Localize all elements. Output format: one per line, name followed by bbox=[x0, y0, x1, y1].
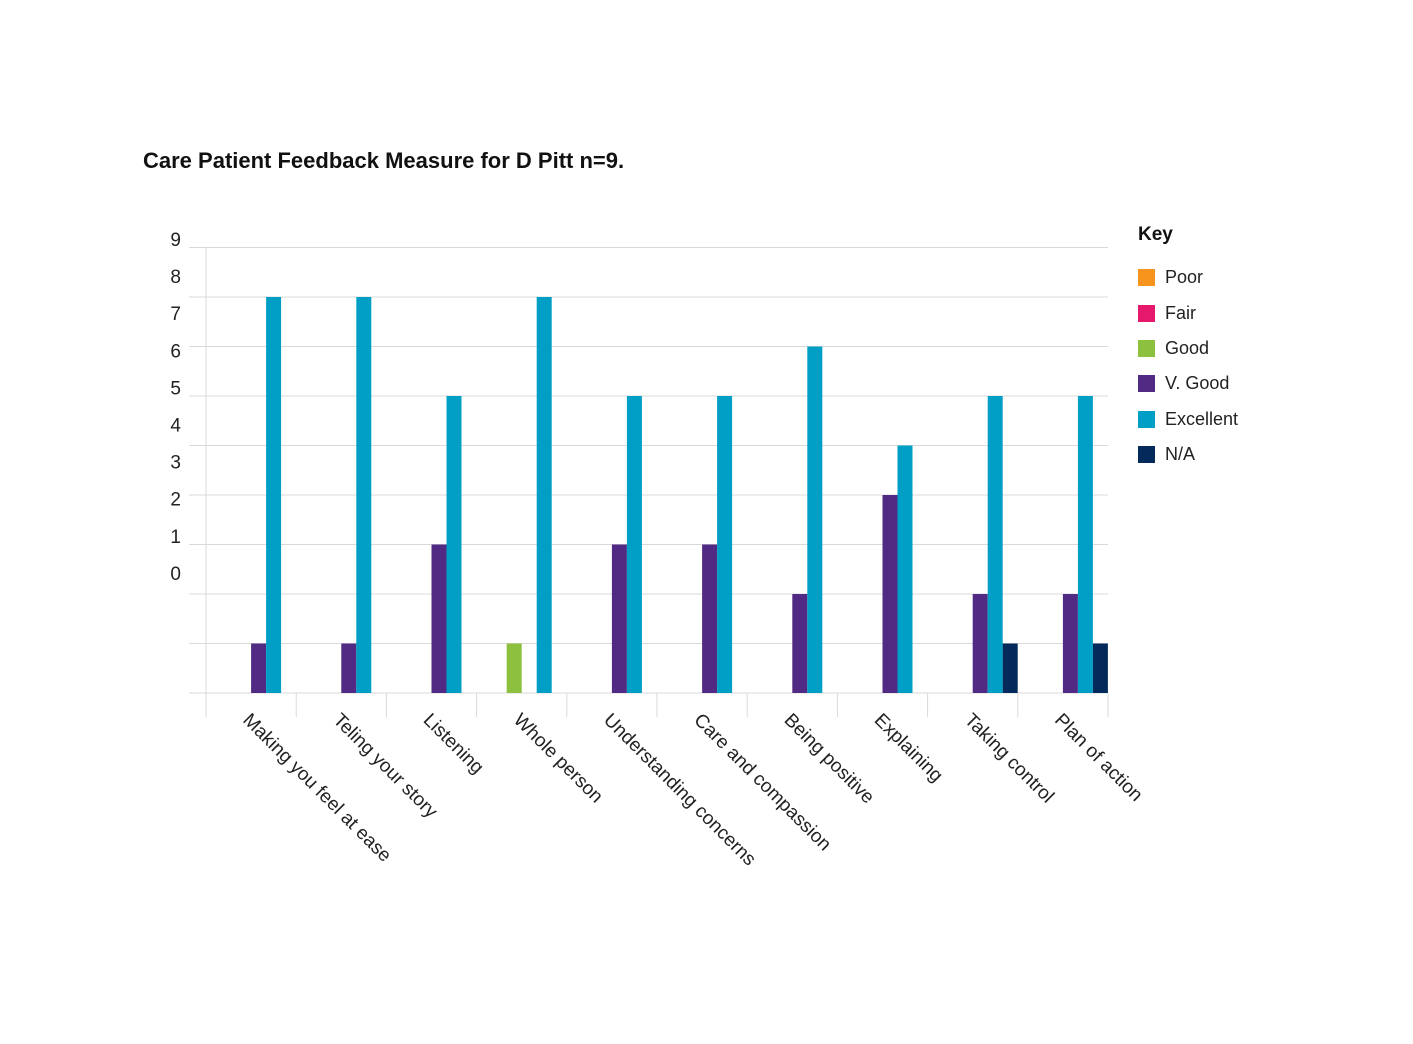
bar-excellent bbox=[356, 297, 372, 693]
y-tick-label: 4 bbox=[170, 416, 181, 437]
legend-item: Fair bbox=[1138, 295, 1238, 330]
bar-good bbox=[506, 643, 522, 693]
bar-excellent bbox=[626, 396, 642, 693]
bar-n-a bbox=[1092, 643, 1108, 693]
legend-item: Excellent bbox=[1138, 402, 1238, 437]
chart-title: Care Patient Feedback Measure for D Pitt… bbox=[143, 148, 625, 173]
legend-label: Excellent bbox=[1165, 408, 1239, 429]
legend-item: Good bbox=[1138, 331, 1238, 366]
bar-v-good bbox=[702, 544, 718, 693]
bar-v-good bbox=[882, 495, 898, 693]
bar-excellent bbox=[717, 396, 733, 693]
legend: Key Poor Fair Good V. Good Excellent N/A bbox=[1138, 224, 1238, 472]
legend-label: N/A bbox=[1165, 444, 1196, 465]
bar-n-a bbox=[1002, 643, 1018, 693]
legend-item: N/A bbox=[1138, 437, 1238, 472]
category-label: Explaining bbox=[870, 710, 947, 787]
y-tick-label: 3 bbox=[170, 453, 181, 474]
y-tick-label: 9 bbox=[170, 230, 181, 251]
legend-swatch bbox=[1138, 269, 1155, 287]
legend-label: Good bbox=[1165, 337, 1210, 358]
y-tick-label: 7 bbox=[170, 304, 181, 325]
category-label: Being positive bbox=[780, 710, 878, 808]
legend-items: Poor Fair Good V. Good Excellent N/A bbox=[1138, 260, 1238, 472]
bar-v-good bbox=[611, 544, 627, 693]
bar-excellent bbox=[536, 297, 552, 693]
y-tick-label: 5 bbox=[170, 378, 181, 399]
category-label: Making you feel at ease bbox=[238, 710, 395, 867]
y-tick-label: 0 bbox=[170, 564, 181, 585]
bar-v-good bbox=[972, 594, 988, 693]
category-label: Whole person bbox=[509, 710, 607, 808]
legend-swatch bbox=[1138, 446, 1155, 464]
bar-v-good bbox=[792, 594, 808, 693]
bar-excellent bbox=[266, 297, 282, 693]
legend-label: Fair bbox=[1165, 302, 1196, 323]
bar-v-good bbox=[251, 643, 267, 693]
y-tick-label: 2 bbox=[170, 490, 181, 511]
y-tick-label: 1 bbox=[170, 527, 181, 548]
category-label: Listening bbox=[419, 710, 488, 779]
legend-swatch bbox=[1138, 304, 1155, 322]
bar-v-good bbox=[341, 643, 357, 693]
legend-item: V. Good bbox=[1138, 366, 1238, 401]
bar-v-good bbox=[431, 544, 447, 693]
y-tick-label: 8 bbox=[170, 267, 181, 288]
y-tick-label: 6 bbox=[170, 341, 181, 362]
category-label: Understanding concerns bbox=[599, 710, 759, 870]
legend-swatch bbox=[1138, 410, 1155, 428]
bar-excellent bbox=[446, 396, 462, 693]
legend-label: V. Good bbox=[1165, 373, 1230, 394]
legend-label: Poor bbox=[1165, 267, 1204, 288]
legend-swatch bbox=[1138, 339, 1155, 357]
bar-excellent bbox=[897, 445, 913, 693]
legend-swatch bbox=[1138, 375, 1155, 393]
legend-title: Key bbox=[1138, 224, 1173, 245]
category-label: Taking control bbox=[960, 710, 1058, 808]
bar-v-good bbox=[1062, 594, 1078, 693]
bar-excellent bbox=[1077, 396, 1093, 693]
legend-item: Poor bbox=[1138, 260, 1238, 295]
category-label: Plan of action bbox=[1050, 710, 1146, 806]
bar-excellent bbox=[807, 346, 823, 693]
bar-excellent bbox=[987, 396, 1003, 693]
